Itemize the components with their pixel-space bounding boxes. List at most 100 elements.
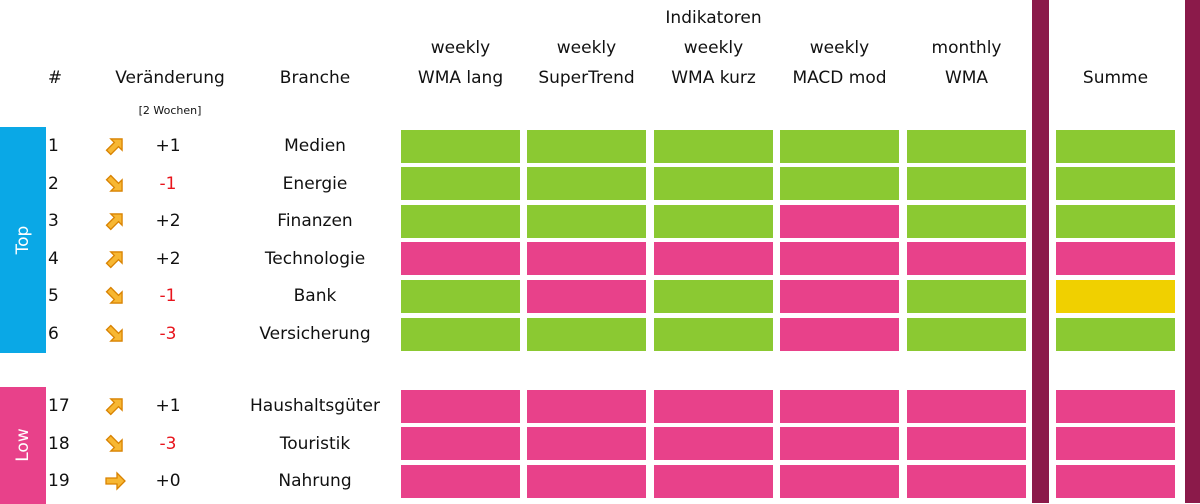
signal-cell [654,242,773,276]
sector: Haushaltsgüter [250,396,380,416]
signal-cell [654,279,773,313]
column-header: weekly [683,38,744,58]
trend-arrow [105,471,126,491]
trend-arrow [105,213,123,231]
separator-bar [1032,0,1049,503]
signal-cell [401,242,520,276]
group-label-text: Low [13,428,33,463]
change-value: -3 [159,433,177,454]
signal-cell [780,167,899,201]
sector: Nahrung [278,471,352,492]
sector: Energie [282,173,348,194]
group-label: Top [0,127,46,353]
arrow-shape [105,213,123,231]
signal-cell [401,317,520,351]
sum-cell [1056,317,1175,351]
signal-cell [780,242,899,276]
rank: 18 [48,433,70,454]
rank: 2 [48,173,59,194]
signal-cell [527,242,646,276]
arrow-shape [105,251,123,269]
trend-arrow [105,251,123,269]
sector: Medien [284,136,346,156]
sector: Bank [293,286,337,307]
signal-cell [907,464,1026,498]
signal-cell [654,167,773,201]
rank: 5 [48,286,59,307]
signal-cell [780,317,899,351]
sector: Technologie [264,248,366,269]
signal-cell [401,389,520,423]
signal-cell [907,167,1026,201]
change-value: +1 [155,396,181,416]
arrow-shape [105,434,123,452]
column-header: MACD mod [792,68,887,88]
signal-cell [907,317,1026,351]
arrow-shape [105,286,123,305]
signal-cell [907,279,1026,313]
trend-arrow [105,286,123,305]
signal-cell [401,464,520,498]
rank: 19 [48,471,70,492]
rank: 6 [48,324,59,344]
column-header: weekly [430,38,491,58]
change-value: -1 [159,173,177,194]
sector: Versicherung [259,324,371,344]
sum-cell [1056,427,1175,461]
signal-cell [907,389,1026,423]
signal-cell [907,242,1026,276]
signal-cell [907,204,1026,238]
column-header: weekly [556,38,617,58]
column-header: monthly [931,38,1002,58]
group-title: Indikatoren [665,8,762,28]
group-label: Low [0,387,46,504]
rank: 17 [48,396,70,416]
sector: Touristik [279,433,351,454]
signal-cell [780,389,899,423]
change-value: +2 [155,248,181,269]
change-value: +1 [155,136,181,156]
sum-cell [1056,464,1175,498]
signal-cell [527,427,646,461]
change-value: -1 [159,286,177,307]
group-label-text: Top [13,225,33,255]
trend-arrow [105,324,123,342]
signal-cell [654,427,773,461]
change-value: +0 [155,471,181,492]
signal-cell [780,464,899,498]
column-header: SuperTrend [538,68,635,88]
change-note: [2 Wochen] [138,104,202,117]
arrow-shape [105,138,123,156]
rank: 1 [48,136,59,156]
signal-cell [654,129,773,163]
signal-cell [401,204,520,238]
signal-cell [654,317,773,351]
arrow-shape [105,398,123,416]
signal-cell [401,129,520,163]
rank-header: # [47,68,63,88]
signal-cell [654,464,773,498]
sum-cell [1056,279,1175,313]
sum-cell [1056,167,1175,201]
arrow-shape [105,471,126,491]
trend-arrow [105,174,123,192]
signal-cell [527,389,646,423]
signal-cell [907,129,1026,163]
signal-cell [527,317,646,351]
separator-bar [1185,0,1200,503]
signal-cell [401,427,520,461]
change-value: -3 [159,324,177,344]
change-header: Veränderung [115,68,225,88]
arrow-shape [105,174,123,192]
signal-cell [780,279,899,313]
sum-header: Summe [1082,68,1149,88]
column-header: weekly [809,38,870,58]
sum-cell [1056,204,1175,238]
sum-cell [1056,389,1175,423]
sum-cell [1056,242,1175,276]
sum-cell [1056,129,1175,163]
signal-cell [527,129,646,163]
signal-cell [527,204,646,238]
change-value: +2 [155,211,181,232]
